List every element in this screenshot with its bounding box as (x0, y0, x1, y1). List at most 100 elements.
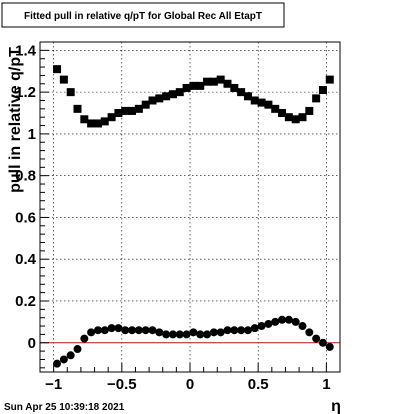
square-marker (148, 96, 157, 105)
square-marker (168, 90, 177, 99)
circle-marker (155, 328, 164, 337)
circle-marker (312, 334, 321, 343)
circle-marker (162, 330, 171, 339)
square-marker (243, 92, 252, 101)
circle-marker (93, 326, 102, 335)
circle-marker (128, 326, 137, 335)
square-marker (223, 79, 232, 88)
circle-marker (257, 322, 266, 331)
circle-marker (264, 319, 273, 328)
square-marker (271, 104, 280, 113)
square-marker (196, 81, 205, 90)
square-marker (66, 88, 75, 97)
x-tick-label: −0.5 (107, 376, 137, 393)
circle-marker (148, 326, 157, 335)
circle-marker (298, 322, 307, 331)
square-marker (257, 98, 266, 107)
square-marker (155, 94, 164, 103)
grid (40, 42, 340, 372)
square-marker (73, 104, 82, 113)
circle-marker (209, 328, 218, 337)
square-marker (134, 104, 143, 113)
circle-marker (196, 330, 205, 339)
circle-marker (237, 326, 246, 335)
circle-marker (53, 359, 62, 368)
square-marker (216, 75, 225, 84)
circle-marker (80, 334, 89, 343)
circle-marker (168, 330, 177, 339)
circle-marker (278, 315, 287, 324)
title-box: Fitted pull in relative q/pT for Global … (1, 2, 285, 28)
square-marker (80, 115, 89, 124)
square-marker (209, 77, 218, 86)
square-marker (121, 106, 130, 115)
circle-marker (121, 326, 130, 335)
square-marker (182, 83, 191, 92)
y-tick-label: 0.8 (15, 168, 36, 185)
circle-marker (250, 324, 259, 333)
square-marker (203, 77, 212, 86)
x-tick-label: 0 (186, 376, 194, 393)
circle-marker (243, 326, 252, 335)
square-marker (53, 65, 62, 74)
y-tick-label: 1 (28, 126, 36, 143)
circle-marker (73, 345, 82, 354)
square-marker (93, 119, 102, 128)
timestamp-label: Sun Apr 25 10:39:18 2021 (4, 402, 125, 413)
circle-marker (87, 328, 96, 337)
square-marker (175, 88, 184, 97)
x-axis: −1 −0.5 0 0.5 1 (39, 363, 341, 393)
square-marker (87, 119, 96, 128)
circle-marker (230, 326, 239, 335)
y-axis: 0 0.2 0.4 0.6 0.8 1 1.2 1.4 (15, 42, 49, 369)
circle-marker (216, 328, 225, 337)
square-marker (128, 106, 137, 115)
circle-marker (182, 330, 191, 339)
y-tick-label: 0.4 (15, 251, 37, 268)
circle-marker (318, 338, 327, 347)
y-tick-label: 1.4 (15, 42, 37, 59)
circle-marker (175, 330, 184, 339)
square-marker (284, 113, 293, 122)
circle-marker (114, 324, 123, 333)
y-tick-label: 0.2 (15, 293, 36, 310)
square-marker (298, 113, 307, 122)
square-marker (100, 117, 109, 126)
circle-marker (325, 342, 334, 351)
data-markers (53, 65, 334, 368)
x-axis-title: η (331, 398, 341, 414)
circle-marker (189, 328, 198, 337)
square-marker (250, 96, 259, 105)
y-tick-label: 0.6 (15, 209, 36, 226)
circle-marker (305, 328, 314, 337)
circle-marker (223, 326, 232, 335)
circle-marker (134, 326, 143, 335)
circle-marker (271, 317, 280, 326)
x-tick-label: −1 (45, 376, 62, 393)
square-marker (114, 109, 123, 118)
square-marker (59, 75, 68, 84)
circle-marker (203, 330, 212, 339)
square-marker (291, 115, 300, 124)
circle-marker (66, 351, 75, 360)
square-marker (237, 88, 246, 97)
square-marker (264, 100, 273, 109)
circle-marker (107, 324, 116, 333)
square-marker (141, 100, 150, 109)
square-marker (230, 83, 239, 92)
title-frame (1, 2, 285, 28)
circle-marker (141, 326, 150, 335)
square-marker (318, 86, 327, 95)
y-tick-label: 0 (28, 335, 36, 352)
square-marker (107, 113, 116, 122)
square-marker (305, 106, 314, 115)
x-tick-label: 1 (322, 376, 330, 393)
circle-marker (284, 315, 293, 324)
square-marker (189, 81, 198, 90)
square-marker (162, 92, 171, 101)
x-tick-label: 0.5 (248, 376, 269, 393)
square-marker (312, 94, 321, 103)
square-marker (278, 109, 287, 118)
